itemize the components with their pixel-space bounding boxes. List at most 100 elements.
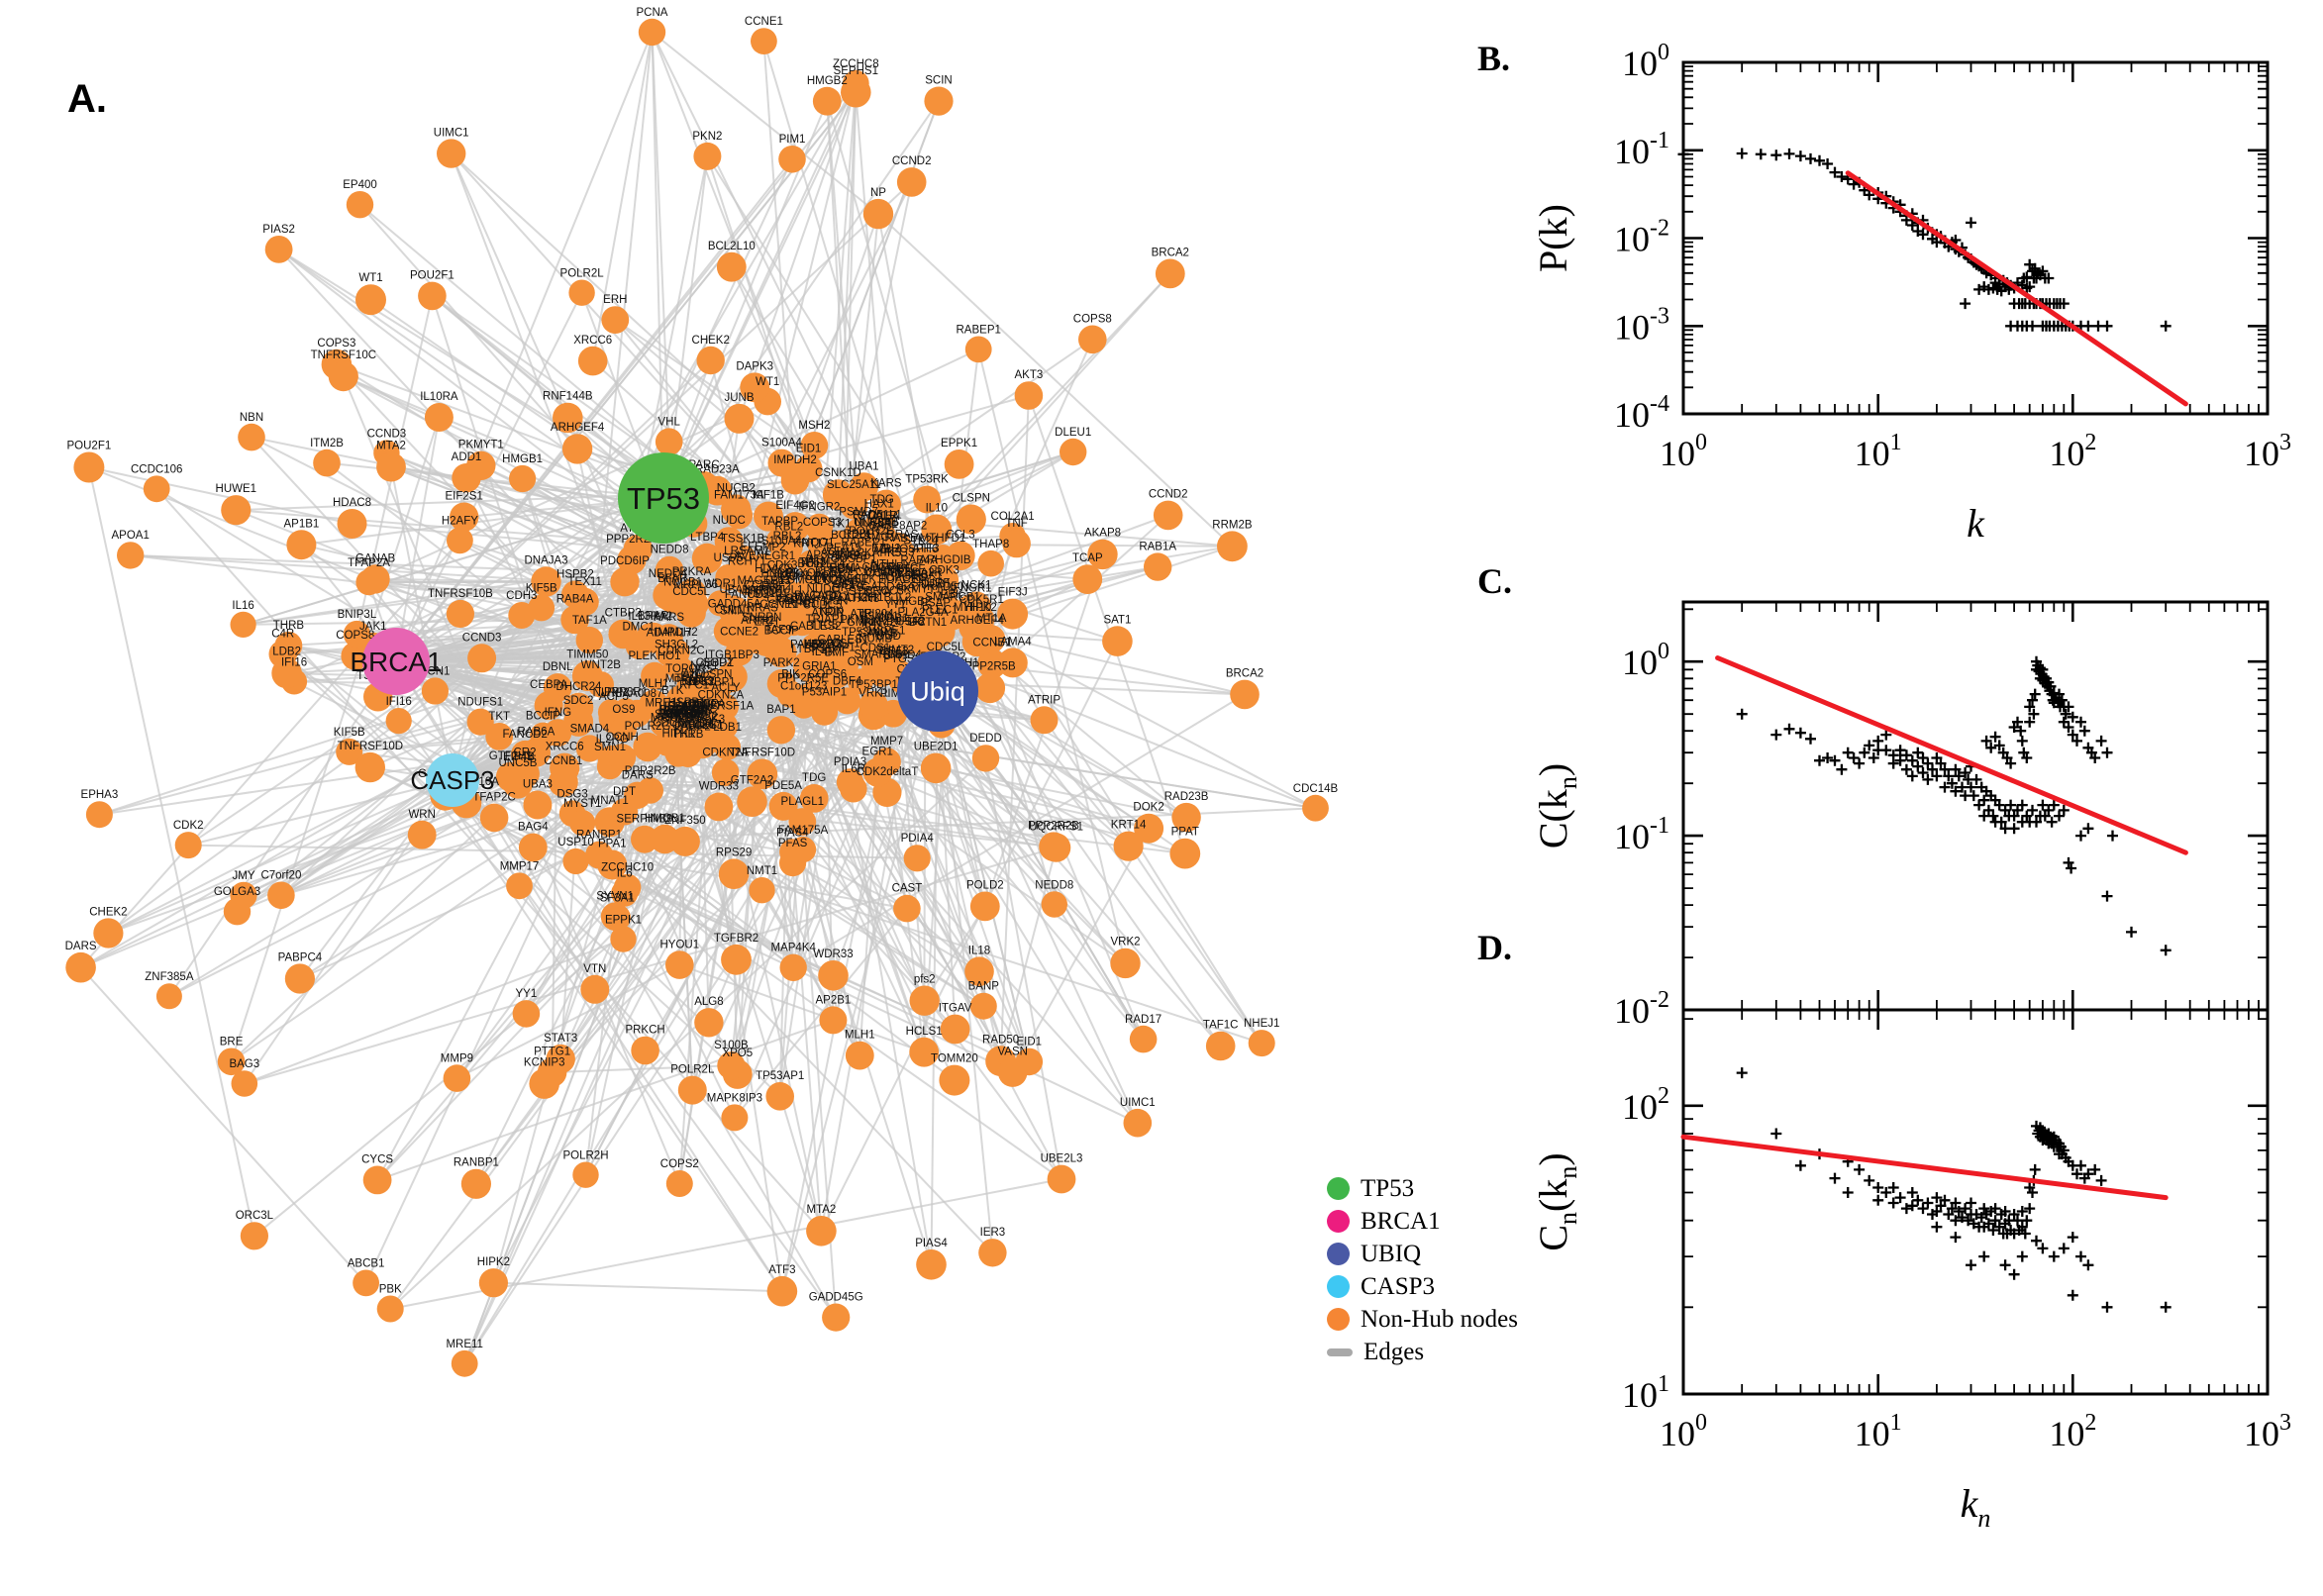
gene-label: TNFRSF1A (695, 701, 755, 713)
gene-label: IMPDH2 (773, 454, 816, 466)
gene-label: NUCB1 (663, 576, 702, 588)
gene-label: ATM (807, 555, 830, 567)
gene-label: TOPORS (879, 572, 928, 584)
gene-label: MSH2 (798, 420, 830, 432)
network-node (407, 820, 437, 849)
gene-label: IER3 (980, 1227, 1006, 1239)
network-node (724, 403, 755, 434)
gene-label: HSPE1 (868, 626, 906, 638)
network-node (678, 729, 705, 755)
tick-label: 10-1 (1614, 813, 1669, 856)
network-node (818, 960, 849, 991)
gene-label: CCNH (606, 732, 639, 744)
gene-label: TAF1C (1203, 1020, 1239, 1032)
network-node (353, 1269, 379, 1297)
network-node (799, 784, 829, 813)
gene-label: NRAS (747, 603, 778, 615)
network-node (65, 951, 96, 983)
gene-label: RAD51L1 (853, 509, 902, 521)
gene-label: IL6 (617, 868, 633, 880)
fit-line (1715, 655, 2188, 855)
gene-label: BIK (781, 669, 800, 681)
network-node (751, 28, 777, 54)
gene-label: PLEC1 (922, 605, 958, 617)
gene-label: GANAB (355, 552, 396, 564)
network-node (1205, 1031, 1236, 1061)
gene-label: CPT1A (766, 594, 803, 606)
network-node (450, 502, 479, 532)
network-node (1155, 258, 1185, 289)
gene-label: COPB2 (661, 713, 700, 725)
gene-label: IFNGR2 (798, 502, 840, 514)
gene-label: GOLGA3 (214, 886, 260, 898)
legend-label: Edges (1364, 1338, 1425, 1365)
gene-label: APLP2 (681, 700, 717, 712)
gene-label: EDA2R (905, 567, 943, 579)
hub-nodes: TP53 BRCA1 Ubiq CASP3 (350, 452, 978, 807)
network-node (1129, 1025, 1158, 1053)
hub-node-brca1 (362, 628, 430, 695)
gene-label: EIF4B (503, 751, 535, 763)
legend-item-edges: Edges (1327, 1336, 1518, 1368)
gene-label: PCDHA4 (659, 705, 706, 717)
gene-label: CDK5R1 (960, 594, 1004, 606)
gene-label: NP (870, 187, 886, 199)
legend-label: TP53 (1361, 1174, 1415, 1202)
legend-item-nonhub: Non-Hub nodes (1327, 1303, 1518, 1336)
gene-label: THRB (672, 729, 704, 741)
network-node (767, 449, 796, 477)
gene-label: PPP2R2B (625, 765, 676, 777)
gene-label: CCNB1 (544, 755, 582, 767)
gene-label: PDE5A (764, 780, 802, 792)
network-node (467, 644, 497, 673)
network-node (964, 956, 994, 986)
gene-label: PBK (379, 1284, 402, 1296)
edges-swatch-icon (1327, 1347, 1353, 1356)
network-node (562, 848, 589, 875)
network-node (600, 902, 630, 931)
gene-label: ATXN3 (844, 593, 879, 605)
gene-label: ACLY (711, 682, 741, 694)
network-node (575, 626, 603, 654)
gene-label: DARS (622, 770, 654, 782)
network-node (531, 566, 561, 597)
gene-label: KCNIP3 (524, 1056, 565, 1068)
network-node (580, 974, 610, 1004)
gene-label: MAGEE1 (738, 575, 785, 587)
gene-label: POLR2H (831, 592, 876, 604)
gene-label: HIPK1 (850, 573, 882, 585)
gene-label: ATRIP (811, 608, 844, 620)
gene-label: CASP8AP2 (868, 521, 927, 533)
gene-label: HSPB2 (556, 569, 594, 581)
gene-label: PCYT1A (658, 708, 703, 720)
network-node (862, 198, 894, 230)
network-node (155, 983, 182, 1010)
network-node (594, 807, 625, 838)
network-node (264, 236, 293, 263)
network-node (418, 281, 447, 311)
gene-label: PIAS2 (262, 224, 295, 236)
gene-label: FXYD6 (677, 719, 714, 731)
gene-label: VASN (997, 1046, 1027, 1057)
fit-line (1845, 170, 2188, 407)
panel-b-label: B. (1477, 39, 1511, 78)
gene-label: CDKN2A (702, 747, 749, 758)
gene-label: BAP1 (766, 704, 795, 716)
network-node (1110, 948, 1141, 979)
y-axis-title: Cn(kn) (1531, 1152, 1582, 1250)
gene-label: BTK (661, 685, 684, 697)
network-node (810, 698, 839, 726)
gene-label: KRT9 (675, 701, 704, 713)
network-node (845, 1041, 874, 1070)
network-node (478, 1268, 508, 1298)
y-axis-title: P(k) (1531, 204, 1575, 272)
gene-label: RBBP7 (815, 566, 853, 578)
gene-label: MLH1 (639, 678, 669, 690)
network-node (740, 372, 770, 403)
gene-label: SCAMP1 (808, 643, 855, 654)
network-node (974, 672, 1006, 704)
gene-label: RAD17 (813, 591, 850, 603)
gene-label: PCNA (637, 7, 668, 19)
gene-label: IL13RA2 (628, 611, 672, 623)
network-node (376, 1295, 404, 1323)
